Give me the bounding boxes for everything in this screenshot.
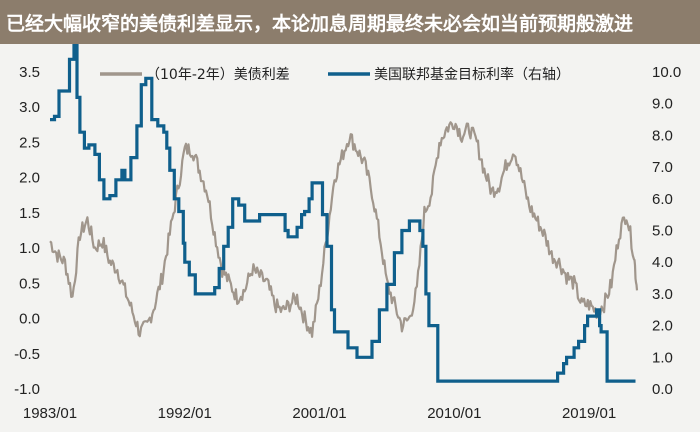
left-tick-label: -0.5 <box>14 346 40 363</box>
left-tick-label: 1.0 <box>19 240 40 257</box>
x-tick-label: 1983/01 <box>23 405 77 422</box>
x-tick-label: 1992/01 <box>158 405 212 422</box>
left-tick-label: 1.5 <box>19 205 40 222</box>
right-tick-label: 0.0 <box>652 381 673 398</box>
right-tick-label: 9.0 <box>652 96 673 113</box>
right-tick-label: 3.0 <box>652 286 673 303</box>
left-tick-label: -1.0 <box>14 381 40 398</box>
right-tick-label: 6.0 <box>652 191 673 208</box>
right-tick-label: 2.0 <box>652 318 673 335</box>
legend-label-spread: （10年-2年）美债利差 <box>146 67 290 83</box>
series-layer <box>49 44 639 383</box>
x-tick-label: 2001/01 <box>292 405 346 422</box>
legend-label-ffr: 美国联邦基金目标利率（右轴） <box>374 66 570 83</box>
left-axis: 3.5 3.0 2.5 2.0 1.5 1.0 0.5 0.0 -0.5 -1.0 <box>14 64 40 398</box>
right-tick-label: 4.0 <box>652 254 673 271</box>
chart-title: 已经大幅收窄的美债利差显示，本论加息周期最终未必会如当前预期般激进 <box>6 13 634 35</box>
left-tick-label: 2.5 <box>19 134 40 151</box>
right-tick-label: 7.0 <box>652 159 673 176</box>
series-line-spread <box>49 121 639 338</box>
chart-svg: 3.5 3.0 2.5 2.0 1.5 1.0 0.5 0.0 -0.5 -1.0 10.0 9.0… <box>14 44 681 422</box>
right-tick-label: 1.0 <box>652 349 673 366</box>
x-tick-label: 2010/01 <box>427 405 481 422</box>
legend: （10年-2年）美债利差 美国联邦基金目标利率（右轴） <box>100 66 570 83</box>
left-tick-label: 0.5 <box>19 275 40 292</box>
title-bar: 已经大幅收窄的美债利差显示，本论加息周期最终未必会如当前预期般激进 <box>0 0 700 44</box>
left-tick-label: 3.5 <box>19 64 40 81</box>
right-tick-label: 5.0 <box>652 223 673 240</box>
chart-area: 3.5 3.0 2.5 2.0 1.5 1.0 0.5 0.0 -0.5 -1.0 10.0 9.0… <box>0 44 700 432</box>
right-tick-label: 10.0 <box>652 64 681 81</box>
left-tick-label: 3.0 <box>19 99 40 116</box>
left-tick-label: 2.0 <box>19 170 40 187</box>
x-tick-label: 2019/01 <box>562 405 616 422</box>
x-axis: 1983/01 1992/01 2001/01 2010/01 2019/01 <box>23 405 616 422</box>
series-line-ffr <box>50 44 636 383</box>
right-tick-label: 8.0 <box>652 127 673 144</box>
left-tick-label: 0.0 <box>19 311 40 328</box>
right-axis: 10.0 9.0 8.0 7.0 6.0 5.0 4.0 3.0 2.0 1.0 0.0 <box>652 64 681 398</box>
